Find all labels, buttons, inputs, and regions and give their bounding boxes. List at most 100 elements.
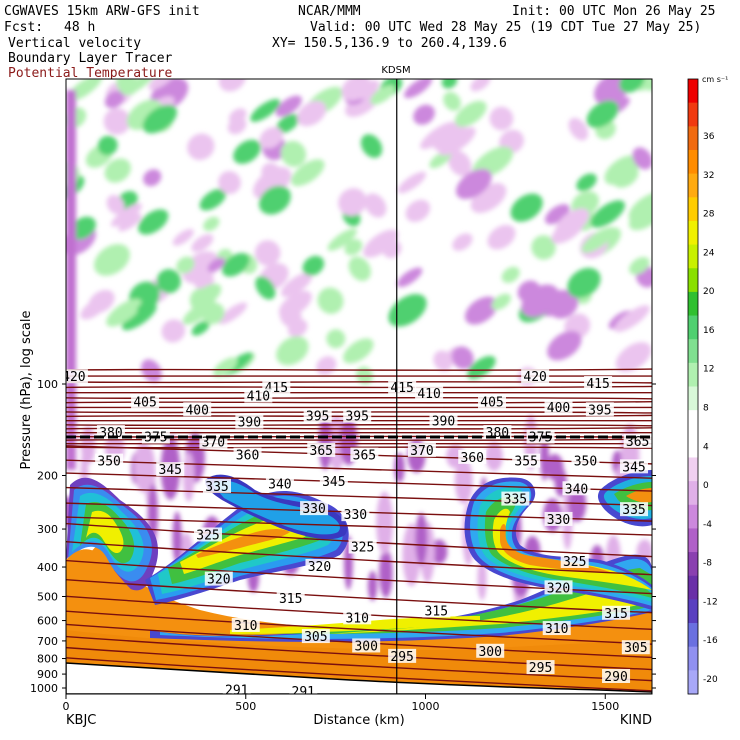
- theta-label: 415: [390, 381, 413, 396]
- terrain: [66, 662, 652, 694]
- colorbar-swatch: [688, 552, 698, 577]
- theta-label-bg: [156, 462, 185, 477]
- velocity-blob: [491, 293, 511, 311]
- velocity-blob: [199, 188, 227, 211]
- velocity-blob: [156, 269, 181, 294]
- velocity-blob: [116, 79, 139, 96]
- colorbar-swatch: [688, 504, 698, 529]
- theta-label-bg: [544, 400, 573, 415]
- plot-frame: [65, 78, 653, 695]
- field-bl-tracer: Boundary Layer Tracer: [8, 51, 173, 66]
- colorbar-swatch: [688, 244, 698, 269]
- velocity-blob: [250, 98, 281, 122]
- theta-label: 345: [622, 460, 645, 475]
- velocity-blob: [590, 200, 626, 228]
- velocity-blob: [441, 79, 458, 89]
- velocity-blob: [233, 139, 261, 164]
- velocity-blob: [191, 283, 222, 308]
- theta-label-bg: [303, 408, 332, 423]
- theta-label-bg: [183, 402, 212, 417]
- y-tick-label: 700: [37, 635, 58, 648]
- theta-label: 340: [268, 477, 291, 492]
- velocity-blob: [213, 357, 238, 377]
- velocity-blob: [142, 104, 177, 134]
- theta-label: 315: [279, 592, 302, 607]
- theta-label: 405: [133, 395, 156, 410]
- theta-label-bg: [235, 414, 264, 429]
- theta-label: 295: [529, 661, 552, 676]
- y-axis-title: Pressure (hPa), log scale: [19, 311, 34, 470]
- velocity-blob: [467, 355, 496, 380]
- theta-label: 325: [351, 540, 374, 555]
- theta-contour: [66, 635, 652, 671]
- theta-label: 335: [504, 493, 527, 508]
- velocity-blob: [433, 350, 453, 371]
- theta-label: 310: [345, 611, 368, 626]
- theta-label: 345: [159, 463, 182, 478]
- theta-label-bg: [276, 591, 305, 606]
- colorbar-swatch: [688, 197, 698, 222]
- velocity-blob: [143, 169, 162, 187]
- velocity-blob: [281, 272, 313, 297]
- theta-label: 390: [432, 415, 455, 430]
- velocity-blob: [364, 193, 387, 218]
- theta-contour: [66, 423, 652, 427]
- colorbar-swatch: [688, 126, 698, 151]
- theta-label: 320: [547, 581, 570, 596]
- theta-label: 325: [196, 528, 219, 543]
- colorbar-label: 36: [703, 132, 715, 142]
- velocity-blob: [470, 79, 491, 92]
- org-label: NCAR/MMM: [298, 4, 361, 19]
- theta-label: 350: [97, 455, 120, 470]
- theta-contour: [66, 540, 652, 576]
- colorbar-swatch: [688, 268, 698, 293]
- theta-label: 320: [207, 573, 230, 588]
- velocity-blob: [477, 557, 487, 601]
- velocity-blob: [567, 267, 601, 298]
- colorbar-swatch: [688, 433, 698, 458]
- colorbar-label: -16: [703, 636, 718, 646]
- velocity-blob: [280, 140, 307, 167]
- theta-label-bg: [584, 376, 613, 390]
- velocity-blob: [104, 90, 125, 109]
- theta-label: 340: [565, 482, 588, 497]
- theta-label: 355: [514, 455, 537, 470]
- colorbar-label: 16: [703, 326, 715, 336]
- theta-label-bg: [512, 453, 541, 468]
- velocity-blob: [451, 346, 474, 370]
- right-station-label: KIND: [620, 713, 652, 728]
- colorbar-swatch: [688, 670, 698, 695]
- theta-label: 410: [417, 387, 440, 402]
- theta-contour: [66, 578, 652, 614]
- theta-label-bg: [458, 449, 487, 464]
- y-tick-label: 100: [37, 378, 58, 391]
- velocity-blob: [531, 235, 556, 260]
- colorbar-label: -8: [703, 559, 712, 569]
- velocity-blob: [379, 548, 393, 598]
- colorbar-label: -4: [703, 520, 712, 530]
- theta-label-bg: [521, 369, 550, 384]
- velocity-blob: [191, 320, 210, 336]
- theta-label: 330: [344, 508, 367, 523]
- velocity-blob: [279, 304, 302, 328]
- forecast-value: 48 h: [64, 20, 96, 35]
- velocity-blob: [376, 491, 393, 555]
- colorbar-label: 4: [703, 442, 709, 452]
- velocity-blob: [93, 244, 130, 276]
- theta-label: 290: [604, 670, 627, 685]
- theta-label: 320: [308, 560, 331, 575]
- theta-label-bg: [204, 571, 233, 586]
- theta-label-bg: [194, 527, 223, 542]
- velocity-blob: [276, 114, 300, 134]
- theta-label-bg: [544, 580, 573, 595]
- velocity-blob: [70, 216, 96, 240]
- velocity-blob: [221, 253, 250, 277]
- velocity-blob: [576, 173, 597, 192]
- colorbar-label: -20: [703, 675, 718, 685]
- y-tick-label: 200: [37, 470, 58, 483]
- y-tick-label: 900: [37, 668, 58, 681]
- colorbar-swatch: [688, 362, 698, 387]
- velocity-blob: [443, 91, 461, 111]
- velocity-blob: [317, 287, 344, 314]
